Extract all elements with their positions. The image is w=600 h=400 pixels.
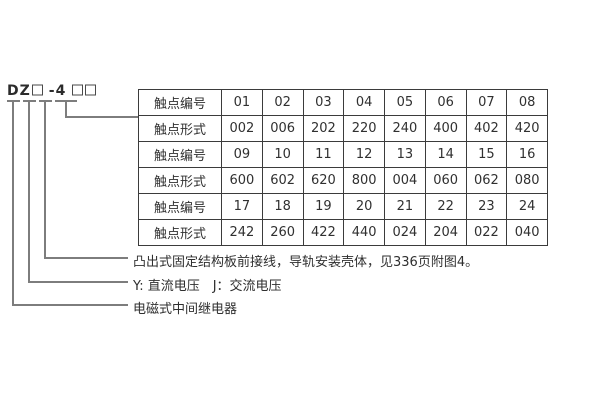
table-row: 触点编号 17 18 19 20 21 22 23 24 — [138, 193, 548, 220]
table-row: 触点编号 01 02 03 04 05 06 07 08 — [138, 89, 548, 116]
table-cell: 260 — [261, 219, 304, 246]
table-cell: 600 — [221, 167, 263, 194]
table-cell: 620 — [302, 167, 345, 194]
table-cell: 06 — [424, 89, 467, 116]
table-cell: 242 — [221, 219, 263, 246]
table-cell: 01 — [221, 89, 263, 116]
connector-horizontal-structure — [44, 257, 128, 259]
table-row: 触点形式 242 260 422 440 024 204 022 040 — [138, 219, 548, 246]
connector-horizontal-voltage — [28, 281, 128, 283]
table-cell: 24 — [506, 193, 548, 220]
row-label: 触点编号 — [138, 193, 222, 220]
placeholder-box — [85, 84, 97, 96]
table-cell: 16 — [506, 141, 548, 168]
table-cell: 800 — [343, 167, 385, 194]
table-cell: 21 — [384, 193, 426, 220]
table-cell: 05 — [384, 89, 426, 116]
table-cell: 420 — [506, 115, 548, 142]
row-label: 触点编号 — [138, 141, 222, 168]
table-cell: 20 — [343, 193, 385, 220]
model-mid: -4 — [48, 83, 67, 99]
table-cell: 204 — [424, 219, 467, 246]
table-cell: 004 — [384, 167, 426, 194]
table-cell: 15 — [465, 141, 508, 168]
connector-vertical-structure — [44, 101, 46, 258]
table-cell: 060 — [424, 167, 467, 194]
connector-vertical-relay-type — [12, 101, 14, 305]
table-cell: 02 — [261, 89, 304, 116]
table-cell: 09 — [221, 141, 263, 168]
table-cell: 400 — [424, 115, 467, 142]
table-cell: 11 — [302, 141, 345, 168]
table-cell: 220 — [343, 115, 385, 142]
table-row: 触点形式 600 602 620 800 004 060 062 080 — [138, 167, 548, 194]
connector-horizontal-contacts — [65, 116, 138, 118]
row-label: 触点形式 — [138, 167, 222, 194]
structure-label: 凸出式固定结构板前接线，导轨安装壳体，见336页附图4。 — [133, 255, 479, 270]
table-cell: 03 — [302, 89, 345, 116]
table-cell: 040 — [506, 219, 548, 246]
row-label: 触点形式 — [138, 115, 222, 142]
table-cell: 440 — [343, 219, 385, 246]
table-row: 触点形式 002 006 202 220 240 400 402 420 — [138, 115, 548, 142]
table-cell: 002 — [221, 115, 263, 142]
placeholder-box — [31, 84, 43, 96]
connector-vertical-voltage — [28, 101, 30, 282]
table-cell: 402 — [465, 115, 508, 142]
table-cell: 08 — [506, 89, 548, 116]
table-cell: 22 — [424, 193, 467, 220]
table-cell: 04 — [343, 89, 385, 116]
table-cell: 240 — [384, 115, 426, 142]
table-cell: 022 — [465, 219, 508, 246]
connector-horizontal-relay-type — [12, 304, 128, 306]
table-cell: 10 — [261, 141, 304, 168]
connector-vertical-contacts — [65, 101, 67, 117]
placeholder-box — [72, 84, 84, 96]
tick-under-box1 — [23, 100, 36, 102]
table-cell: 024 — [384, 219, 426, 246]
table-cell: 12 — [343, 141, 385, 168]
table-cell: 23 — [465, 193, 508, 220]
table-cell: 18 — [261, 193, 304, 220]
model-prefix: DZ — [7, 83, 31, 99]
table-cell: 062 — [465, 167, 508, 194]
tick-under-mid — [39, 100, 52, 102]
row-label: 触点编号 — [138, 89, 222, 116]
row-label: 触点形式 — [138, 219, 222, 246]
table-cell: 14 — [424, 141, 467, 168]
table-cell: 422 — [302, 219, 345, 246]
table-cell: 202 — [302, 115, 345, 142]
table-row: 触点编号 09 10 11 12 13 14 15 16 — [138, 141, 548, 168]
table-cell: 13 — [384, 141, 426, 168]
table-cell: 080 — [506, 167, 548, 194]
table-cell: 17 — [221, 193, 263, 220]
voltage-label: Y: 直流电压 J：交流电压 — [133, 279, 282, 294]
contact-table: 触点编号 01 02 03 04 05 06 07 08 触点形式 002 006 202 220 240 4… — [138, 89, 548, 246]
table-cell: 07 — [465, 89, 508, 116]
tick-under-prefix — [7, 100, 20, 102]
table-cell: 602 — [261, 167, 304, 194]
table-cell: 006 — [261, 115, 304, 142]
table-cell: 19 — [302, 193, 345, 220]
relay-type-label: 电磁式中间继电器 — [133, 302, 238, 317]
model-designation: DZ -4 — [7, 83, 97, 99]
